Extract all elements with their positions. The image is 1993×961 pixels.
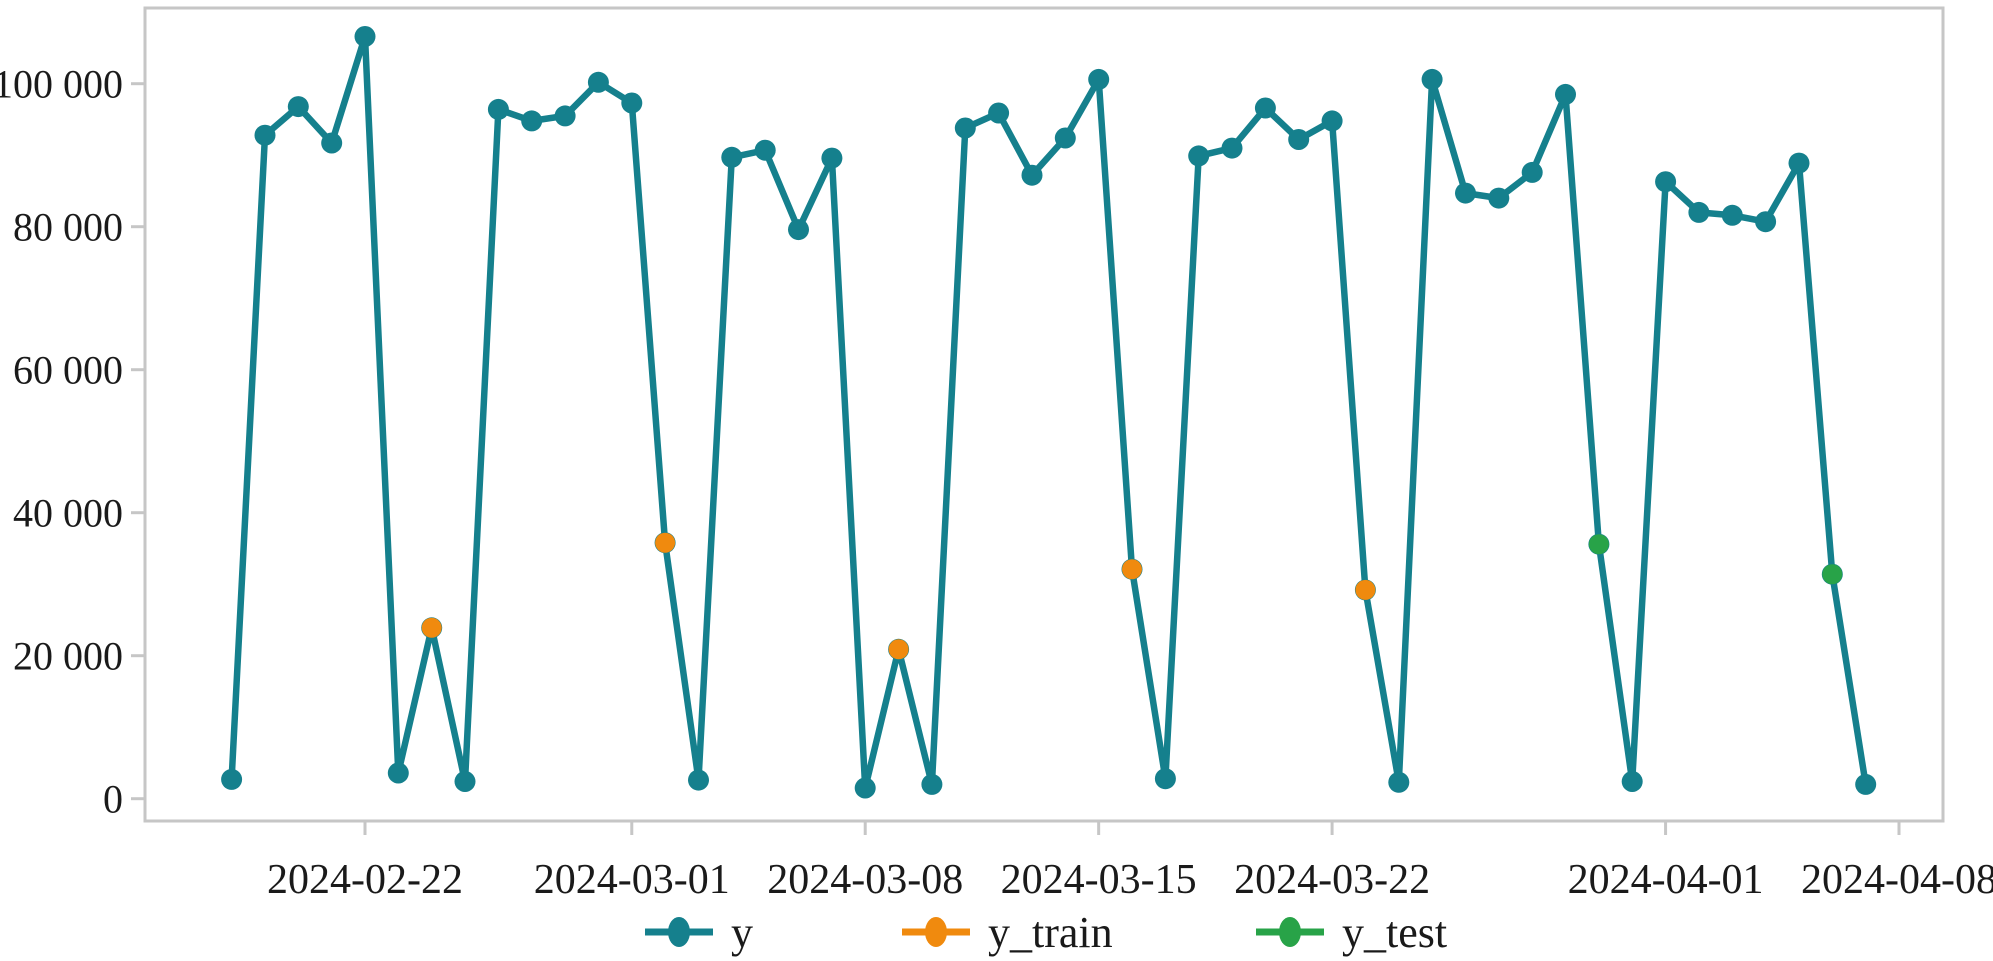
series-y-point <box>287 96 309 118</box>
legend-marker-dot <box>668 917 690 947</box>
series-y-point <box>1621 771 1643 792</box>
series-y-point <box>1188 145 1210 167</box>
series-y-point <box>921 773 943 795</box>
series-y_train <box>421 532 1376 660</box>
legend-label: y <box>731 908 753 957</box>
y-axis-tick-label: 60 000 <box>13 348 123 393</box>
series-y_test-point <box>1822 564 1843 585</box>
series-y-point <box>1721 204 1743 226</box>
series-y-point <box>1555 83 1576 105</box>
series-y-point <box>1855 773 1877 795</box>
series-y-point <box>554 105 576 127</box>
series-y-point <box>1154 768 1176 790</box>
legend-marker-dot <box>1279 917 1301 947</box>
x-axis-tick-label: 2024-04-01 <box>1568 857 1764 903</box>
series-y-point <box>688 769 709 791</box>
y-axis-tick-label: 40 000 <box>13 491 123 536</box>
x-axis-tick-label: 2024-03-01 <box>534 857 730 903</box>
series-y-point <box>587 71 609 93</box>
series-y_train-point <box>655 532 676 553</box>
series-y_train-point <box>421 617 442 638</box>
series-y-point <box>1288 129 1310 150</box>
series-y-point <box>1054 127 1076 149</box>
series-y-point <box>1221 137 1243 159</box>
series-y_test <box>1588 534 1843 585</box>
series-y-point <box>621 92 643 114</box>
series-y-point <box>1254 97 1276 119</box>
series-y-point <box>988 102 1010 124</box>
legend-marker-dot <box>925 917 947 947</box>
series-y-point <box>1755 211 1777 233</box>
series-y-point <box>788 219 809 241</box>
y-axis-tick-label: 80 000 <box>13 205 123 250</box>
x-axis-tick-label: 2024-03-08 <box>767 857 963 903</box>
x-axis-tick-label: 2024-02-22 <box>267 857 463 903</box>
plot-border <box>143 6 1945 823</box>
y-axis-tick-label: 100 000 <box>0 62 123 107</box>
series-y-point <box>487 98 509 120</box>
series-y-point <box>1421 68 1443 90</box>
legend-label: y_test <box>1342 908 1447 957</box>
series-y-point <box>821 147 843 169</box>
series-y-point <box>254 124 276 146</box>
y-axis-tick-label: 0 <box>103 777 123 822</box>
series-y-point <box>954 117 976 139</box>
x-axis: 2024-02-22 2024-03-01 2024-03-08 2024-03-15… <box>267 821 1993 903</box>
legend: y y_train y_test <box>645 908 1447 957</box>
series-y-point <box>354 26 376 47</box>
legend-label: y_train <box>988 908 1113 957</box>
x-axis-tick-label: 2024-03-15 <box>1001 857 1197 903</box>
series-y-point <box>1021 164 1043 186</box>
series-y-point <box>1388 771 1410 793</box>
series-y-point <box>454 771 476 792</box>
series-y-point <box>721 146 743 168</box>
series-y-point <box>321 132 343 154</box>
series-y <box>221 26 1877 799</box>
series-y-point <box>1655 171 1677 193</box>
series-y-point <box>1688 201 1710 223</box>
legend-item-y: y <box>645 908 753 957</box>
series-y-point <box>1488 187 1510 209</box>
series-y-point <box>754 139 776 161</box>
x-axis-tick-label: 2024-03-22 <box>1234 857 1430 903</box>
legend-item-y_train: y_train <box>902 908 1113 957</box>
x-axis-tick-label: 2024-04-08 <box>1801 857 1993 903</box>
series-y-point <box>1088 68 1110 90</box>
series-y-point <box>1455 182 1476 204</box>
series-y-point <box>1521 161 1543 183</box>
series-y_test-point <box>1588 534 1609 555</box>
series-y_train-point <box>888 639 909 660</box>
series-y-point <box>221 768 243 790</box>
series-y_train-point <box>1122 559 1142 580</box>
series-y-point <box>1321 110 1343 132</box>
legend-item-y_test: y_test <box>1256 908 1447 957</box>
y-axis-tick-label: 20 000 <box>13 634 123 679</box>
series-y-point <box>854 777 876 799</box>
series-y-point <box>387 762 409 784</box>
series-y-point <box>521 110 543 132</box>
series-y-point <box>1788 152 1810 174</box>
y-axis: 0 20 000 40 000 60 000 80 000 100 000 <box>0 62 145 822</box>
series-y_train-point <box>1355 579 1376 600</box>
